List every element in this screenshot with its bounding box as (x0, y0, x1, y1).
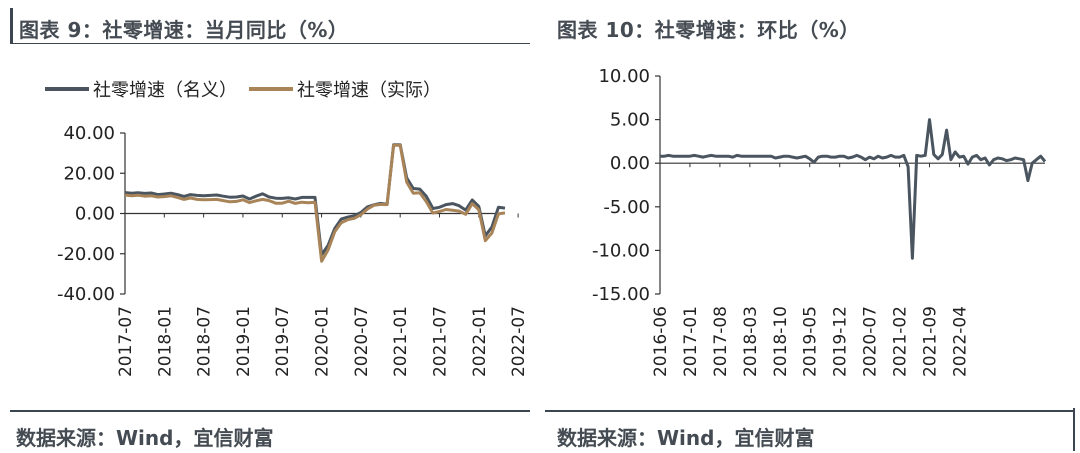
x-tick-label: 2021-01 (391, 306, 411, 377)
legend-label-nominal: 社零增速（名义） (93, 80, 237, 101)
x-tick-label: 2021-09 (921, 306, 941, 377)
x-tick-label: 2017-07 (116, 306, 136, 377)
legend-item-nominal: 社零增速（名义） (45, 76, 237, 102)
x-tick-label: 2019-01 (234, 306, 254, 377)
y-tick-label: -20.00 (57, 244, 115, 265)
chart-legend: 社零增速（名义） 社零增速（实际） (45, 76, 453, 102)
y-tick-label: 5.00 (610, 110, 650, 131)
x-tick-label: 2019-07 (273, 306, 293, 377)
y-tick-label: -40.00 (57, 284, 115, 305)
series-line-secondary (124, 143, 506, 263)
y-tick-label: -10.00 (592, 240, 650, 261)
x-tick-label: 2019-05 (801, 306, 821, 377)
series-line-primary (124, 143, 506, 257)
title-rule (13, 43, 530, 44)
x-tick-label: 2022-04 (950, 306, 970, 377)
legend-swatch-nominal (45, 87, 89, 91)
x-tick-label: 2019-12 (831, 306, 851, 377)
y-tick-label: -5.00 (603, 197, 650, 218)
y-tick-label: 0.00 (610, 153, 650, 174)
x-tick-label: 2017-01 (681, 306, 701, 377)
y-tick-label: 20.00 (63, 163, 115, 184)
x-tick-label: 2022-07 (509, 306, 529, 377)
chart-panel-mom: 图表 10：社零增速：环比（%） 10.00 5.00 0.00 -5.00 -10.0… (545, 0, 1075, 451)
x-tick-label: 2018-10 (771, 306, 791, 377)
legend-swatch-real (249, 87, 293, 91)
x-tick-label: 2018-03 (741, 306, 761, 377)
y-tick-label: 0.00 (75, 204, 115, 225)
x-tick-label: 2016-06 (651, 306, 671, 377)
chart-title: 图表 10：社零增速：环比（%） (557, 18, 860, 42)
y-tick-label: 10.00 (598, 66, 650, 87)
series-line-primary (660, 118, 1047, 260)
source-note: 数据来源：Wind，宜信财富 (16, 426, 274, 450)
source-bar: 数据来源：Wind，宜信财富 (10, 410, 530, 453)
legend-label-real: 社零增速（实际） (297, 80, 441, 101)
frame-edge (1073, 408, 1075, 451)
source-note: 数据来源：Wind，宜信财富 (557, 426, 815, 450)
chart-panel-yoy: 图表 9：社零增速：当月同比（%） 社零增速（名义） 社零增速（实际） 40.0… (0, 0, 530, 451)
source-bar: 数据来源：Wind，宜信财富 (545, 410, 1075, 453)
y-tick-label: 40.00 (63, 123, 115, 144)
chart-title-bar: 图表 9：社零增速：当月同比（%） (10, 8, 530, 44)
chart-title: 图表 9：社零增速：当月同比（%） (19, 18, 349, 42)
x-tick-label: 2021-07 (430, 306, 450, 377)
x-tick-label: 2022-01 (470, 306, 490, 377)
x-tick-label: 2020-07 (861, 306, 881, 377)
x-tick-label: 2018-07 (195, 306, 215, 377)
y-tick-label: -15.00 (592, 284, 650, 305)
x-tick-label: 2021-02 (891, 306, 911, 377)
x-tick-label: 2020-01 (313, 306, 333, 377)
legend-item-real: 社零增速（实际） (249, 76, 441, 102)
x-tick-label: 2018-01 (155, 306, 175, 377)
x-tick-label: 2020-07 (352, 306, 372, 377)
x-tick-label: 2017-08 (711, 306, 731, 377)
chart-title-bar: 图表 10：社零增速：环比（%） (545, 8, 1075, 44)
